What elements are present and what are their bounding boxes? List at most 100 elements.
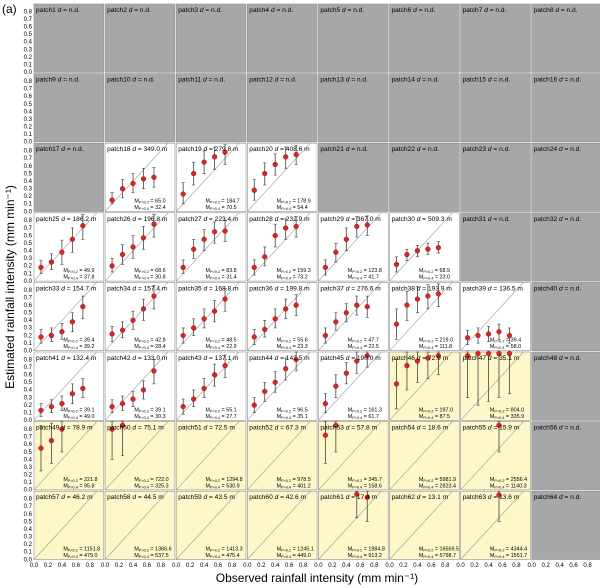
m-threshold-0-2: MP>0.2 = 39.1: [134, 407, 165, 413]
patch-background: [175, 490, 247, 560]
patch-background: [460, 282, 531, 351]
patch-title: patch17 d = n.d.: [36, 146, 84, 153]
identity-line: [175, 212, 240, 282]
m-threshold-0-2: MP>0.2 = 68.9: [419, 268, 450, 274]
data-point: [475, 332, 481, 339]
m-threshold-0-2: MP>0.2 = 49.9: [63, 268, 94, 274]
patch-background: [247, 73, 318, 143]
patch-title: patch21 d = n.d.: [320, 146, 368, 153]
m-threshold-0-2: MP>0.2 = 4344.4: [490, 547, 527, 553]
data-point: [140, 176, 147, 182]
patch-title: patch27 d = 223.4 m: [178, 216, 239, 223]
data-point: [69, 391, 75, 397]
data-point: [119, 401, 126, 407]
data-point: [333, 319, 339, 325]
identity-line: [247, 490, 311, 560]
data-point: [506, 332, 513, 339]
data-point: [272, 161, 278, 168]
identity-line: [247, 282, 311, 351]
patch-cell: patch24 d = n.d.: [531, 142, 600, 212]
data-point: [119, 251, 126, 258]
data-point: [272, 316, 278, 322]
data-point: [354, 302, 360, 308]
patch-title: patch58 d = 44.5 m: [107, 494, 164, 501]
patch-cell: patch64 d = n.d.: [531, 490, 600, 560]
data-point: [393, 381, 400, 387]
m-threshold-0-2: MP>0.2 = 42.8: [134, 338, 165, 344]
y-tick-label: 0.5: [24, 32, 33, 38]
patch-title: patch22 d = n.d.: [392, 146, 440, 153]
m-threshold-0-2: MP>0.2 = 804.0: [490, 407, 524, 413]
patch-cell: patch58 d = 44.5 m MP>0.2 = 1366.6MP>0.4 …: [104, 490, 176, 560]
patch-cell: patch20 d = 408.6 m MP>0.2 = 178.9MP>0.4 …: [247, 142, 318, 212]
identity-line: [460, 490, 524, 560]
data-point: [283, 366, 289, 372]
patch-background: [175, 142, 247, 212]
m-threshold-0-4: MP>0.4 = 449.0: [277, 553, 311, 559]
x-tick-label: 0.8: [583, 563, 592, 569]
patch-background: [33, 351, 105, 421]
y-tick-label: 0.6: [24, 303, 33, 309]
patch-cell: patch52 d = 67.3 m MP>0.2 = 978.5MP>0.4 =…: [247, 421, 318, 491]
y-tick-label: 0.5: [24, 102, 33, 108]
y-tick-label: 0.0: [24, 209, 33, 215]
identity-line: [389, 421, 453, 491]
patch-background: [389, 3, 460, 73]
y-tick-label: 0.5: [24, 380, 33, 386]
data-point: [140, 235, 147, 241]
x-tick-label: 0.0: [172, 563, 181, 569]
identity-line: [33, 351, 98, 421]
patch-title: patch10 d = n.d.: [107, 77, 155, 84]
y-tick-label: 0.6: [24, 94, 33, 100]
m-threshold-0-2: MP>0.2 = 1366.6: [134, 547, 171, 553]
data-point: [393, 321, 400, 327]
identity-line: [175, 142, 240, 212]
y-tick-label: 0.8: [24, 79, 33, 85]
patch-background: [33, 3, 105, 73]
patch-background: [389, 351, 460, 421]
x-tick-label: 0.0: [528, 563, 537, 569]
data-point: [364, 304, 370, 310]
x-tick-label: 0.6: [498, 563, 507, 569]
patch-background: [460, 142, 531, 212]
identity-line: [318, 282, 382, 351]
patch-title: patch43 d = 137.1 m: [178, 355, 239, 362]
m-threshold-0-2: MP>0.2 = 1294.8: [206, 477, 243, 483]
patch-background: [318, 351, 389, 421]
y-tick-label: 0.3: [24, 326, 33, 332]
m-threshold-0-2: MP>0.2 = 39.4: [63, 338, 94, 344]
patch-cell: patch21 d = n.d.: [318, 142, 389, 212]
patch-cell: patch46 d = 72.9 m MP>0.2 = 197.0MP>0.4 =…: [389, 351, 460, 421]
data-point: [343, 236, 349, 242]
m-threshold-0-4: MP>0.4 = 479.0: [63, 553, 97, 559]
y-tick-label: 0.3: [24, 465, 33, 471]
data-point: [333, 422, 339, 428]
y-tick-label: 0.1: [24, 480, 33, 486]
patch-title: patch49 d = 78.9 m: [36, 425, 93, 432]
patch-background: [318, 282, 389, 351]
y-tick-label: 0.5: [24, 241, 33, 247]
m-threshold-0-4: MP>0.4 = 41.7: [348, 275, 379, 281]
x-tick-label: 0.8: [370, 563, 379, 569]
identity-line: [318, 351, 382, 421]
data-point: [38, 407, 44, 414]
patch-cell: patch44 d = 142.5 m MP>0.2 = 96.5MP>0.4 =…: [247, 351, 318, 421]
x-tick-label: 0.0: [314, 563, 323, 569]
patch-cell: patch17 d = n.d.: [33, 142, 105, 212]
patch-cell: patch30 d = 509.3 m MP>0.2 = 68.9MP>0.4 =…: [389, 212, 460, 282]
y-tick-label: 0.7: [24, 504, 33, 510]
m-threshold-0-2: MP>0.2 = 39.4: [490, 338, 521, 344]
y-tick-label: 0.0: [24, 557, 33, 563]
m-threshold-0-4: MP>0.4 = 22.5: [348, 344, 379, 350]
patch-cell: patch25 d = 186.2 m MP>0.2 = 49.9MP>0.4 =…: [33, 212, 105, 282]
data-point: [404, 251, 410, 258]
patch-cell: patch54 d = 18.6 m MP>0.2 = 5981.9MP>0.4 …: [389, 421, 460, 491]
m-threshold-0-4: MP>0.4 = 28.4: [134, 344, 165, 350]
data-point: [283, 225, 289, 231]
data-point: [119, 186, 126, 192]
m-threshold-0-4: MP>0.4 = 22.9: [206, 344, 237, 350]
patch-title: patch57 d = 46.2 m: [36, 494, 93, 501]
data-point: [48, 437, 55, 444]
m-threshold-0-4: MP>0.4 = 2823.4: [419, 483, 456, 489]
patch-cell: patch63 d = 13.6 m MP>0.2 = 4344.4MP>0.4 …: [460, 490, 531, 560]
